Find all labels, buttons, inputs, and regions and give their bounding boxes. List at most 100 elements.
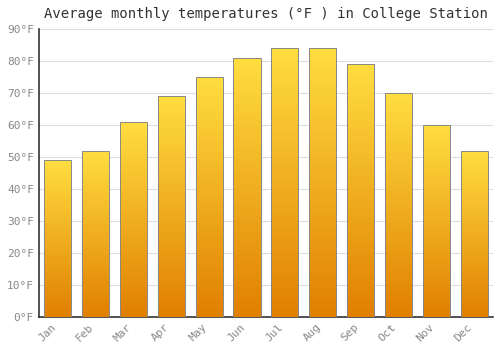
Bar bbox=[120, 143, 147, 145]
Bar bbox=[309, 250, 336, 252]
Bar bbox=[82, 222, 109, 224]
Bar bbox=[196, 113, 223, 116]
Bar bbox=[44, 190, 72, 191]
Bar bbox=[120, 133, 147, 135]
Bar bbox=[347, 165, 374, 168]
Bar bbox=[44, 296, 72, 298]
Bar bbox=[120, 202, 147, 204]
Bar bbox=[82, 257, 109, 259]
Title: Average monthly temperatures (°F ) in College Station: Average monthly temperatures (°F ) in Co… bbox=[44, 7, 488, 21]
Bar bbox=[347, 135, 374, 138]
Bar bbox=[44, 173, 72, 174]
Bar bbox=[422, 240, 450, 242]
Bar bbox=[422, 290, 450, 292]
Bar bbox=[460, 184, 488, 186]
Bar bbox=[271, 145, 298, 148]
Bar bbox=[44, 231, 72, 232]
Bar bbox=[309, 132, 336, 134]
Bar bbox=[158, 220, 185, 222]
Bar bbox=[271, 193, 298, 196]
Bar bbox=[271, 153, 298, 156]
Bar bbox=[271, 89, 298, 91]
Bar bbox=[196, 206, 223, 209]
Bar bbox=[460, 194, 488, 195]
Bar bbox=[271, 306, 298, 309]
Bar bbox=[460, 265, 488, 267]
Bar bbox=[234, 159, 260, 161]
Bar bbox=[82, 209, 109, 210]
Bar bbox=[82, 255, 109, 257]
Bar bbox=[82, 150, 109, 317]
Bar bbox=[120, 190, 147, 192]
Bar bbox=[44, 265, 72, 267]
Bar bbox=[234, 195, 260, 198]
Bar bbox=[196, 168, 223, 170]
Bar bbox=[158, 171, 185, 173]
Bar bbox=[309, 198, 336, 201]
Bar bbox=[385, 294, 412, 297]
Bar bbox=[234, 104, 260, 107]
Bar bbox=[347, 122, 374, 125]
Bar bbox=[158, 246, 185, 248]
Bar bbox=[422, 142, 450, 144]
Bar bbox=[44, 237, 72, 238]
Bar bbox=[460, 247, 488, 248]
Bar bbox=[44, 223, 72, 224]
Bar bbox=[44, 179, 72, 181]
Bar bbox=[422, 273, 450, 275]
Bar bbox=[234, 237, 260, 239]
Bar bbox=[422, 146, 450, 148]
Bar bbox=[120, 237, 147, 239]
Bar bbox=[422, 167, 450, 169]
Bar bbox=[460, 170, 488, 172]
Bar bbox=[422, 140, 450, 142]
Bar bbox=[460, 214, 488, 215]
Bar bbox=[347, 72, 374, 74]
Bar bbox=[158, 209, 185, 211]
Bar bbox=[309, 158, 336, 161]
Bar bbox=[82, 205, 109, 207]
Bar bbox=[120, 227, 147, 229]
Bar bbox=[234, 293, 260, 296]
Bar bbox=[460, 202, 488, 204]
Bar bbox=[82, 270, 109, 272]
Bar bbox=[44, 188, 72, 190]
Bar bbox=[120, 145, 147, 147]
Bar bbox=[271, 293, 298, 295]
Bar bbox=[271, 188, 298, 191]
Bar bbox=[347, 299, 374, 302]
Bar bbox=[460, 262, 488, 264]
Bar bbox=[158, 251, 185, 253]
Bar bbox=[234, 174, 260, 177]
Bar bbox=[234, 130, 260, 133]
Bar bbox=[234, 91, 260, 94]
Bar bbox=[422, 188, 450, 190]
Bar bbox=[120, 315, 147, 317]
Bar bbox=[158, 173, 185, 176]
Bar bbox=[158, 231, 185, 233]
Bar bbox=[44, 226, 72, 228]
Bar bbox=[460, 264, 488, 265]
Bar bbox=[347, 150, 374, 153]
Bar bbox=[120, 167, 147, 169]
Bar bbox=[309, 236, 336, 239]
Bar bbox=[385, 270, 412, 272]
Bar bbox=[309, 174, 336, 177]
Bar bbox=[347, 180, 374, 183]
Bar bbox=[82, 174, 109, 175]
Bar bbox=[422, 131, 450, 133]
Bar bbox=[120, 246, 147, 248]
Bar bbox=[309, 124, 336, 126]
Bar bbox=[82, 197, 109, 199]
Bar bbox=[234, 306, 260, 309]
Bar bbox=[82, 250, 109, 252]
Bar bbox=[347, 218, 374, 221]
Bar bbox=[271, 134, 298, 137]
Bar bbox=[309, 252, 336, 255]
Bar bbox=[309, 274, 336, 276]
Bar bbox=[44, 169, 72, 171]
Bar bbox=[120, 217, 147, 219]
Bar bbox=[234, 102, 260, 104]
Bar bbox=[196, 79, 223, 82]
Bar bbox=[158, 100, 185, 103]
